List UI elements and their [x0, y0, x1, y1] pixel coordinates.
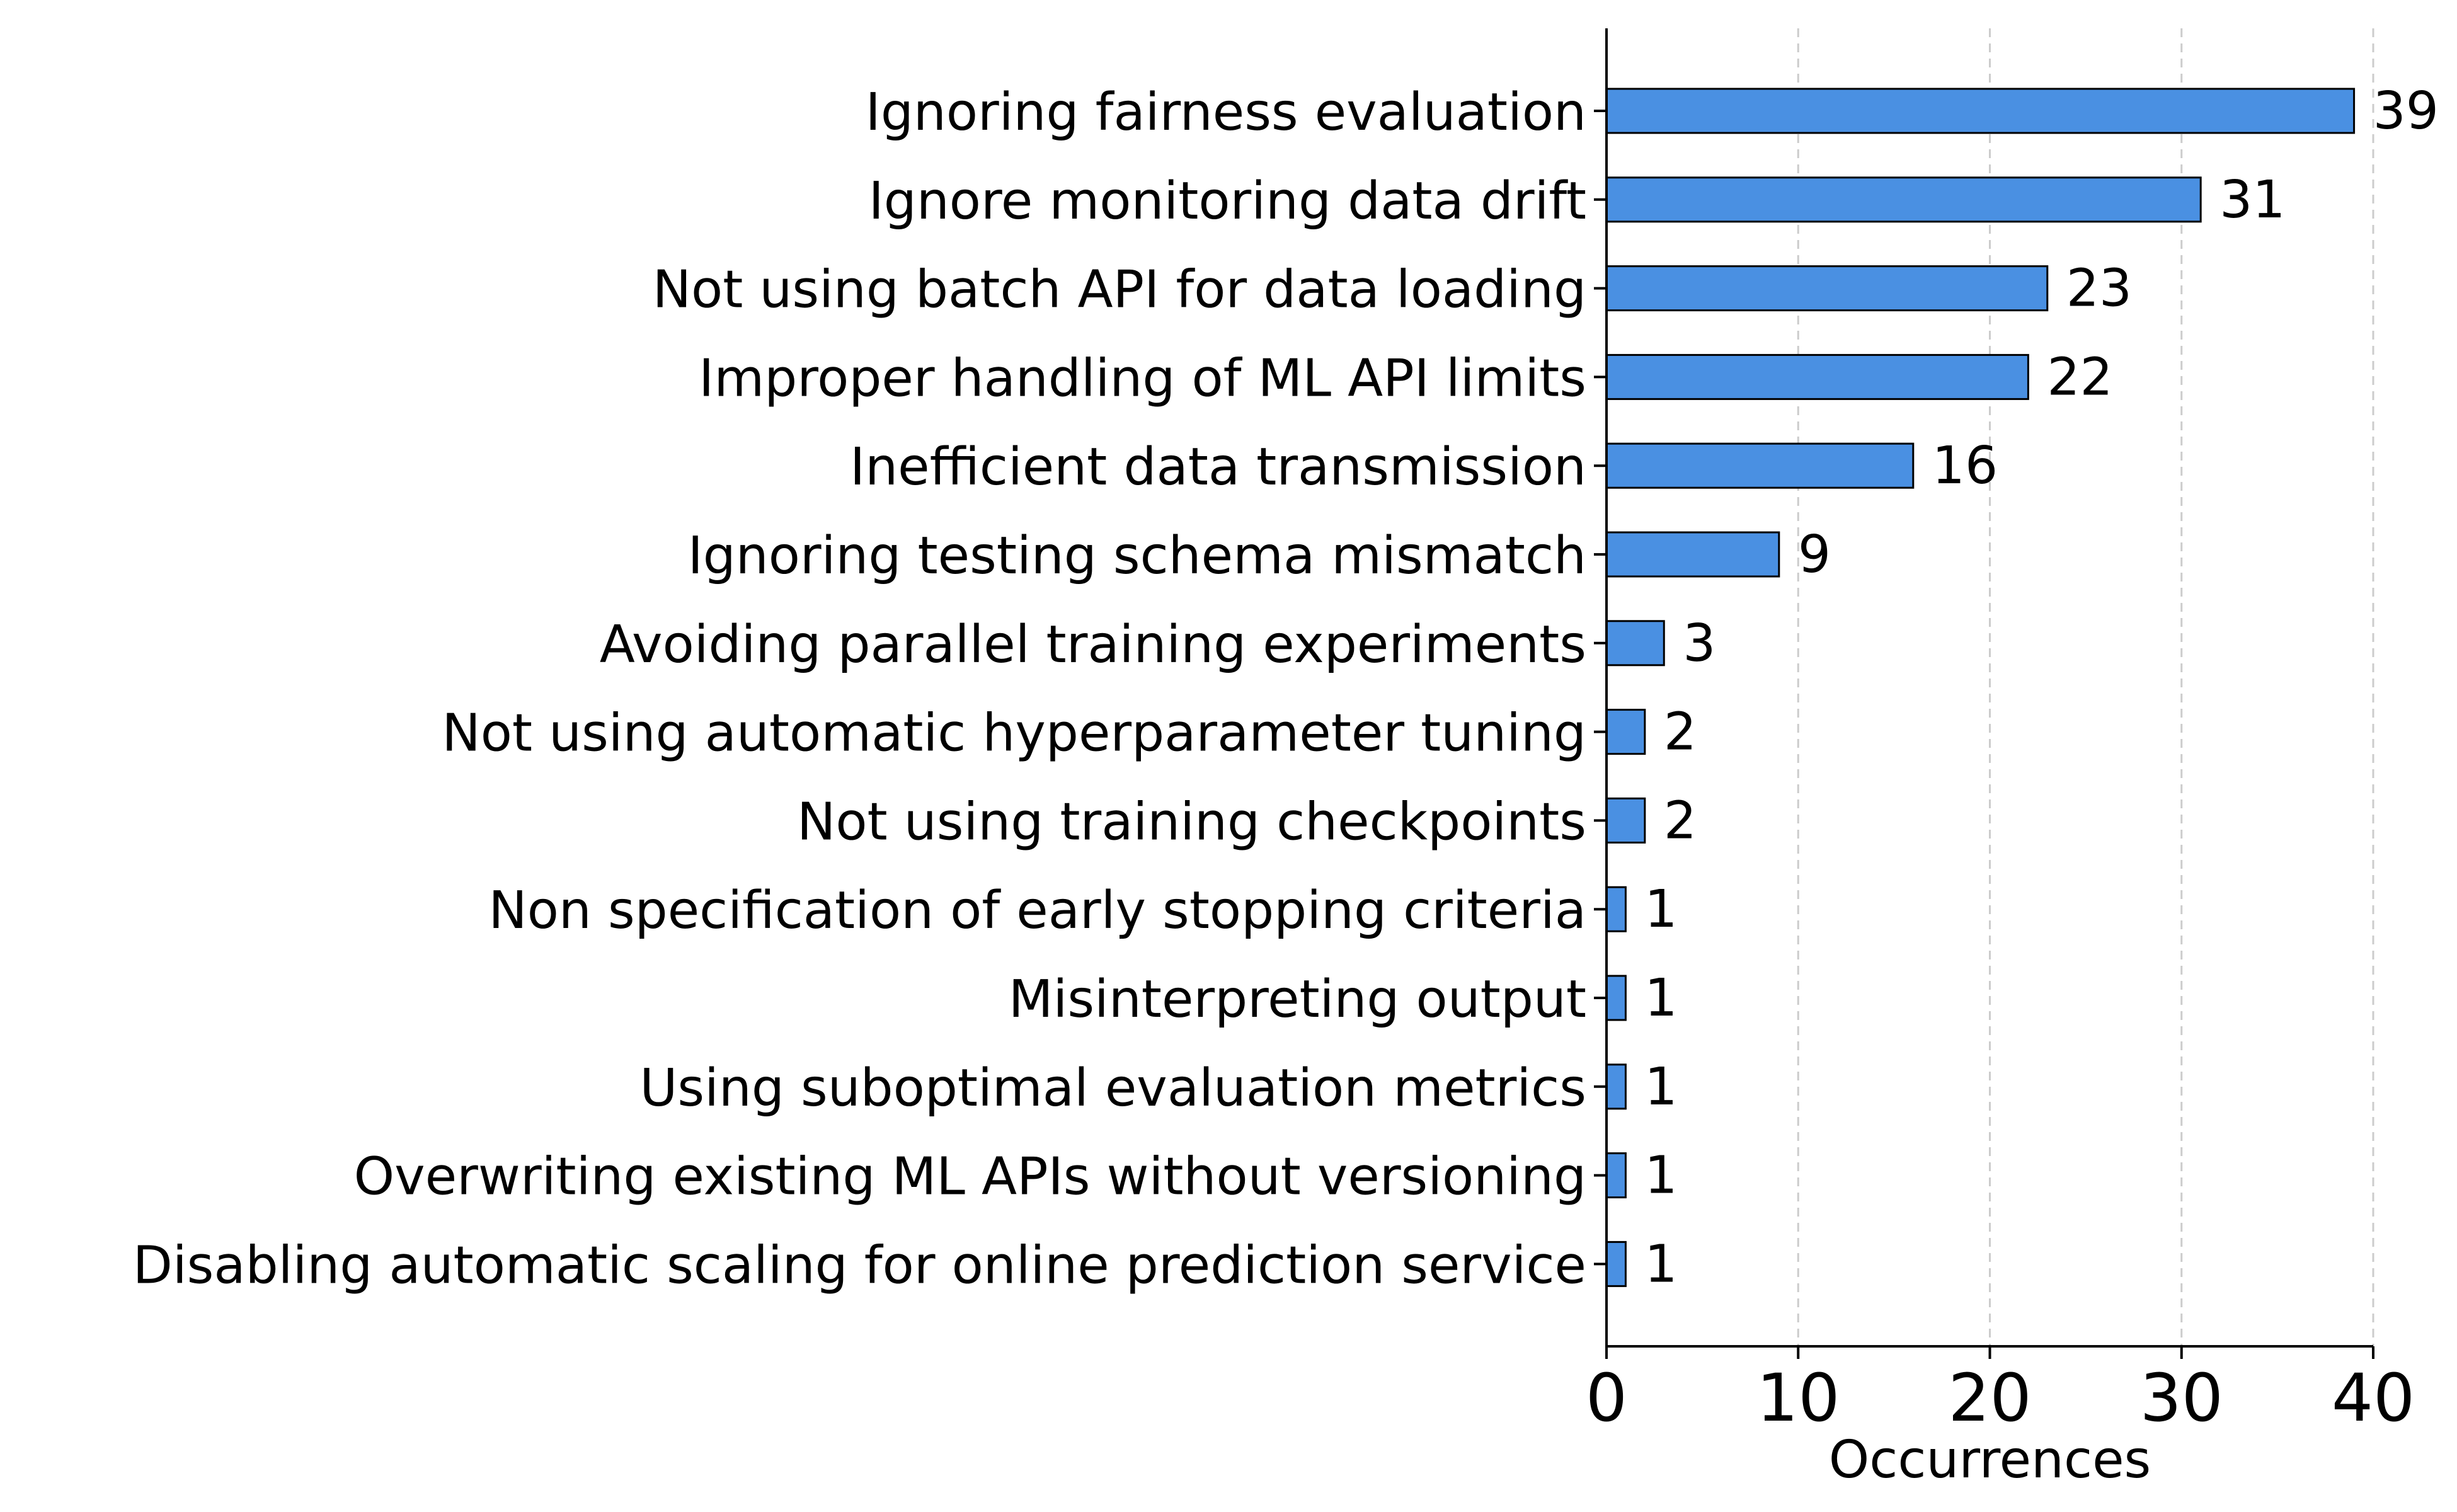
category-label-6: Ignoring testing schema mismatch — [688, 526, 1586, 586]
value-label-4: 22 — [2047, 347, 2112, 407]
bar-12 — [1605, 1063, 1627, 1110]
x-tick-label-20: 20 — [1948, 1360, 2031, 1436]
category-label-14: Disabling automatic scaling for online p… — [133, 1235, 1586, 1295]
category-label-5: Inefficient data transmission — [850, 437, 1586, 497]
x-tick-label-40: 40 — [2332, 1360, 2415, 1436]
bar-5 — [1605, 442, 1915, 489]
value-label-14: 1 — [1644, 1234, 1677, 1294]
category-label-13: Overwriting existing ML APIs without ver… — [354, 1147, 1586, 1207]
value-label-2: 31 — [2219, 170, 2285, 230]
category-label-8: Not using automatic hyperparameter tunin… — [442, 704, 1586, 764]
bar-10 — [1605, 886, 1627, 932]
x-tick-label-10: 10 — [1756, 1360, 1840, 1436]
bar-2 — [1605, 176, 2202, 223]
bar-7 — [1605, 620, 1665, 667]
value-label-13: 1 — [1644, 1146, 1677, 1206]
grid-lines — [1797, 28, 2374, 1346]
x-tick-label-30: 30 — [2140, 1360, 2223, 1436]
bar-13 — [1605, 1152, 1627, 1199]
value-label-7: 3 — [1683, 614, 1715, 673]
value-label-6: 9 — [1798, 525, 1831, 585]
value-label-5: 16 — [1932, 436, 1998, 496]
bar-9 — [1605, 797, 1646, 844]
bar-8 — [1605, 709, 1646, 755]
bar-14 — [1605, 1240, 1627, 1287]
bar-6 — [1605, 531, 1780, 578]
bar-3 — [1605, 265, 2049, 312]
value-label-10: 1 — [1644, 879, 1677, 939]
category-label-4: Improper handling of ML API limits — [699, 348, 1586, 408]
x-axis-title: Occurrences — [1829, 1430, 2151, 1490]
value-label-1: 39 — [2373, 81, 2439, 141]
bar-11 — [1605, 975, 1627, 1021]
category-label-1: Ignoring fairness evaluation — [866, 83, 1586, 142]
bars — [1605, 88, 2356, 1287]
axes — [1594, 28, 2374, 1359]
value-label-9: 2 — [1664, 791, 1697, 850]
value-label-8: 2 — [1664, 702, 1697, 762]
value-label-12: 1 — [1644, 1057, 1677, 1117]
bar-1 — [1605, 88, 2356, 134]
category-label-7: Avoiding parallel training experiments — [600, 615, 1586, 675]
category-label-2: Ignore monitoring data drift — [869, 171, 1586, 231]
value-label-11: 1 — [1644, 968, 1677, 1028]
category-label-9: Not using training checkpoints — [797, 792, 1586, 852]
bar-4 — [1605, 353, 2029, 400]
category-label-10: Non specification of early stopping crit… — [488, 881, 1586, 941]
category-label-11: Misinterpreting output — [1009, 970, 1586, 1029]
category-label-12: Using suboptimal evaluation metrics — [639, 1058, 1586, 1118]
category-label-3: Not using batch API for data loading — [653, 260, 1586, 320]
x-tick-label-0: 0 — [1586, 1360, 1627, 1436]
value-label-3: 23 — [2066, 259, 2132, 319]
